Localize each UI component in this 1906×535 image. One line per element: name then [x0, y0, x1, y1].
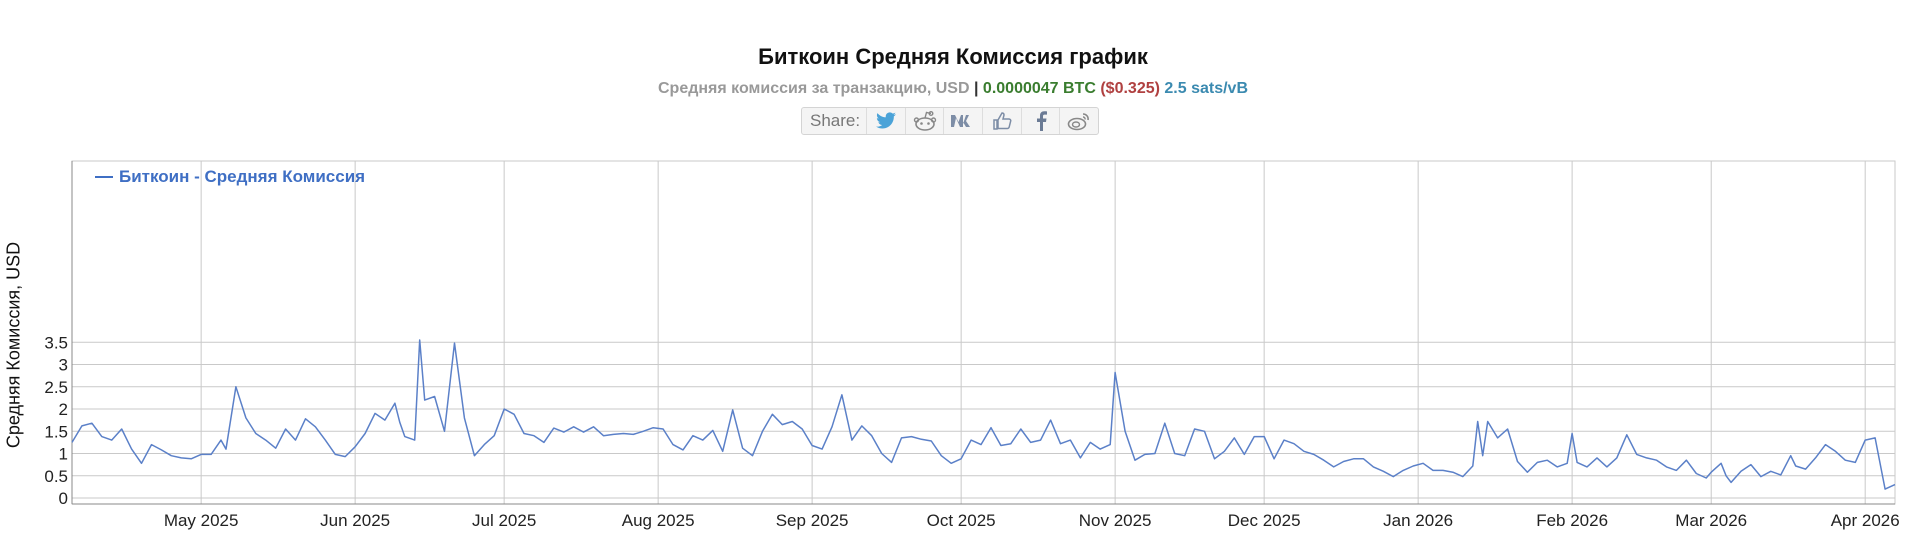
y-tick-label: 1	[59, 445, 68, 464]
x-tick-label: Mar 2026	[1675, 511, 1747, 530]
share-label: Share:	[810, 111, 861, 130]
chart-title: Биткоин Средняя Комиссия график	[758, 44, 1148, 69]
plot-area	[71, 160, 1896, 505]
y-tick-label: 1.5	[44, 422, 68, 441]
y-tick-label: 3	[59, 356, 68, 375]
y-tick-label: 0.5	[44, 467, 68, 486]
subtitle-separator: |	[973, 80, 979, 97]
y-axis-label: Средняя Комиссия, USD	[3, 241, 24, 449]
chart-legend[interactable]: Биткоин - Средняя Комиссия	[95, 167, 365, 187]
x-tick-label: Oct 2025	[927, 511, 996, 530]
usd-fee-value: ($0.325)	[1100, 80, 1160, 97]
x-tick-label: May 2025	[164, 511, 239, 530]
sats-fee-value: 2.5 sats/vB	[1164, 80, 1248, 97]
x-tick-label: Nov 2025	[1079, 511, 1152, 530]
twitter-icon[interactable]	[866, 108, 905, 134]
y-tick-label: 0	[59, 489, 68, 508]
like-icon[interactable]	[982, 108, 1021, 134]
y-tick-label: 2	[59, 400, 68, 419]
subtitle-prefix: Средняя комиссия за транзакцию, USD	[658, 80, 970, 97]
legend-swatch	[95, 176, 113, 178]
x-tick-label: Feb 2026	[1536, 511, 1608, 530]
btc-fee-value: 0.0000047 BTC	[982, 80, 1096, 97]
share-bar: Share:	[801, 107, 1099, 135]
x-tick-label: Apr 2026	[1831, 511, 1900, 530]
x-tick-label: Jan 2026	[1383, 511, 1453, 530]
series-line-fee	[71, 339, 1896, 490]
x-tick-label: Sep 2025	[776, 511, 849, 530]
x-tick-label: Jun 2025	[320, 511, 390, 530]
y-tick-label: 3.5	[44, 333, 68, 352]
y-tick-label: 2.5	[44, 378, 68, 397]
x-tick-label: Dec 2025	[1228, 511, 1301, 530]
chart-subtitle: Средняя комиссия за транзакцию, USD | 0.…	[0, 80, 1906, 98]
vk-icon[interactable]	[943, 108, 982, 134]
x-tick-label: Jul 2025	[472, 511, 536, 530]
x-tick-label: Aug 2025	[622, 511, 695, 530]
legend-label: Биткоин - Средняя Комиссия	[119, 167, 366, 186]
facebook-icon[interactable]	[1020, 108, 1060, 134]
weibo-icon[interactable]	[1059, 108, 1098, 134]
reddit-icon[interactable]	[904, 108, 944, 134]
